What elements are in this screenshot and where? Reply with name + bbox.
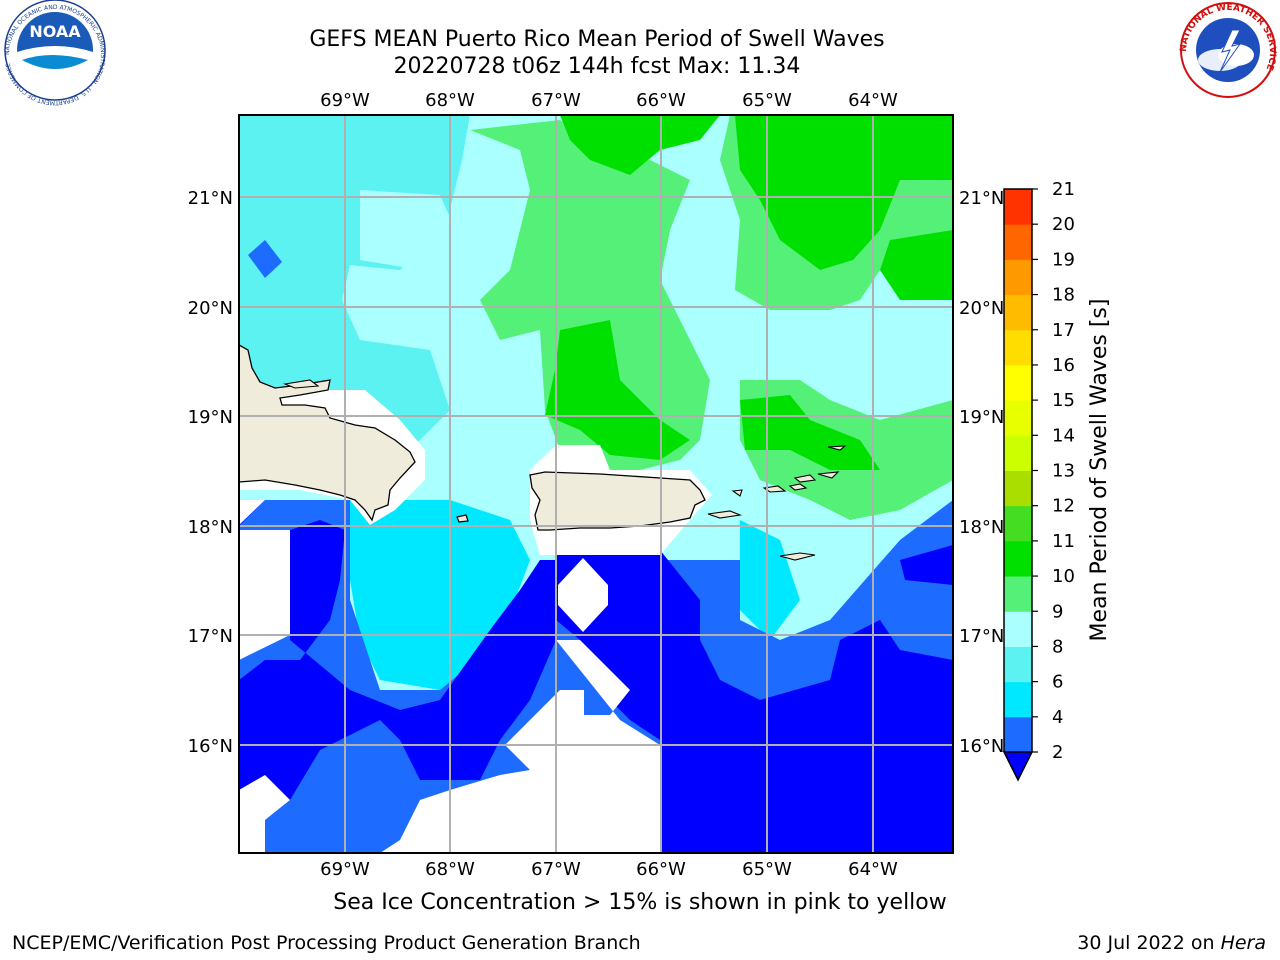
lon-label-bottom-64w: 64°W xyxy=(848,859,898,880)
colorbar-tick-label: 6 xyxy=(1052,672,1063,693)
colorbar-tick-label: 21 xyxy=(1052,179,1075,200)
lon-label-top-64w: 64°W xyxy=(848,90,898,111)
colorbar-swatch xyxy=(1004,364,1032,401)
virgin-gorda-island xyxy=(817,471,840,479)
tortuga-island xyxy=(282,379,320,389)
colorbar-swatch xyxy=(1004,540,1032,577)
contour-10-11s-core-d xyxy=(740,395,880,470)
lat-label-left-17n: 17°N xyxy=(188,626,233,647)
colorbar-tick-label: 17 xyxy=(1052,320,1075,341)
map-title: GEFS MEAN Puerto Rico Mean Period of Swe… xyxy=(309,27,885,52)
colorbar-swatch xyxy=(1004,716,1032,753)
contour-below-2s-east-core xyxy=(880,700,953,780)
footer-host: Hera xyxy=(1220,932,1266,954)
anegada-island xyxy=(827,445,847,451)
colorbar-tick-label: 12 xyxy=(1052,496,1075,517)
colorbar-tick-label: 8 xyxy=(1052,636,1063,657)
lon-label-bottom-65w: 65°W xyxy=(742,859,792,880)
colorbar-extend-arrow xyxy=(1002,751,1034,782)
lat-label-left-20n: 20°N xyxy=(188,298,233,319)
contour-4-6s-southeast xyxy=(740,520,800,640)
contour-below-2s-east-north xyxy=(900,545,953,585)
lat-label-right-18n: 18°N xyxy=(959,517,1004,538)
colorbar-swatch xyxy=(1004,470,1032,507)
colorbar-tick-label: 14 xyxy=(1052,425,1075,446)
colorbar-tick-label: 20 xyxy=(1052,214,1075,235)
tortola-island xyxy=(793,474,817,483)
lat-label-left-16n: 16°N xyxy=(188,736,233,757)
missing-data-southwest xyxy=(239,500,290,853)
forecast-subtitle: 20220728 t06z 144h fcst Max: 11.34 xyxy=(393,54,801,79)
missing-data-diamond xyxy=(558,558,608,632)
footer-date-text: 30 Jul 2022 on xyxy=(1077,932,1221,954)
lat-label-right-16n: 16°N xyxy=(959,736,1004,757)
graticule xyxy=(239,115,953,853)
colorbar-tick-label: 10 xyxy=(1052,566,1075,587)
contour-10-11s-core-e xyxy=(880,230,953,300)
lon-label-bottom-68w: 68°W xyxy=(425,859,475,880)
colorbar-tick-label: 2 xyxy=(1052,742,1063,763)
colorbar-tick-label: 19 xyxy=(1052,249,1075,270)
colorbar-tick-label: 16 xyxy=(1052,355,1075,376)
contour-8-9s-nw-strip xyxy=(360,190,460,270)
lon-label-top-68w: 68°W xyxy=(425,90,475,111)
colorbar-swatch xyxy=(1004,505,1032,542)
colorbar-swatch xyxy=(1004,329,1032,366)
lat-label-right-19n: 19°N xyxy=(959,407,1004,428)
colorbar-tick-label: 13 xyxy=(1052,461,1075,482)
lat-label-left-21n: 21°N xyxy=(188,188,233,209)
lon-label-bottom-66w: 66°W xyxy=(636,859,686,880)
colorbar-tick-label: 11 xyxy=(1052,531,1075,552)
swell-period-field xyxy=(239,115,953,853)
lat-label-right-20n: 20°N xyxy=(959,298,1004,319)
lon-label-top-65w: 65°W xyxy=(742,90,792,111)
colorbar-tick-label: 4 xyxy=(1052,707,1063,728)
colorbar-swatch xyxy=(1004,646,1032,683)
vieques-island xyxy=(707,510,743,519)
colorbar-swatch xyxy=(1004,224,1032,260)
lon-label-bottom-69w: 69°W xyxy=(320,859,370,880)
lon-label-top-69w: 69°W xyxy=(320,90,370,111)
colorbar-swatch xyxy=(1004,294,1032,331)
culebra-island xyxy=(731,489,743,497)
colorbar-swatch xyxy=(1004,400,1032,436)
lat-label-right-17n: 17°N xyxy=(959,626,1004,647)
footer-date: 30 Jul 2022 on Hera xyxy=(1077,932,1266,954)
nws-logo: NATIONAL WEATHER SERVICE xyxy=(1179,2,1277,98)
lon-label-bottom-67w: 67°W xyxy=(531,859,581,880)
contour-10-11s-core-b xyxy=(735,115,953,270)
noaa-logo: NOAA NATIONAL OCEANIC AND ATMOSPHERIC AD… xyxy=(4,0,106,106)
lat-label-left-18n: 18°N xyxy=(188,517,233,538)
colorbar-swatch xyxy=(1004,681,1032,718)
mona-island xyxy=(456,514,469,523)
map-frame xyxy=(238,114,954,854)
lat-label-left-19n: 19°N xyxy=(188,407,233,428)
colorbar-label: Mean Period of Swell Waves [s] xyxy=(1087,299,1112,642)
lat-label-right-21n: 21°N xyxy=(959,188,1004,209)
colorbar-swatch xyxy=(1004,189,1032,225)
colorbar-tick-label: 18 xyxy=(1052,285,1075,306)
contour-below-2s-southwest xyxy=(239,500,556,853)
st-john-island xyxy=(788,483,808,491)
colorbar-swatch xyxy=(1004,435,1032,471)
contour-below-2s-south-central xyxy=(556,550,953,853)
noaa-logo-text: NOAA xyxy=(29,22,81,41)
colorbar: 2 4 6 8 9 10 11 12 13 14 15 16 17 18 19 20 21 xyxy=(1002,179,1075,782)
colorbar-swatch xyxy=(1004,611,1032,647)
colorbar-tick-label: 15 xyxy=(1052,390,1075,411)
colorbar-swatch xyxy=(1004,259,1032,296)
footer-credit: NCEP/EMC/Verification Post Processing Pr… xyxy=(12,932,641,954)
contour-2-4s-patch xyxy=(248,240,282,278)
contour-10-11s-core-c xyxy=(545,320,690,460)
colorbar-swatch xyxy=(1004,576,1032,612)
lon-label-top-66w: 66°W xyxy=(636,90,686,111)
sea-ice-note: Sea Ice Concentration > 15% is shown in … xyxy=(333,890,947,915)
colorbar-tick-label: 9 xyxy=(1052,601,1063,622)
st-croix-island xyxy=(779,552,816,561)
lon-label-top-67w: 67°W xyxy=(531,90,581,111)
contour-10-11s-core-a xyxy=(560,115,720,175)
